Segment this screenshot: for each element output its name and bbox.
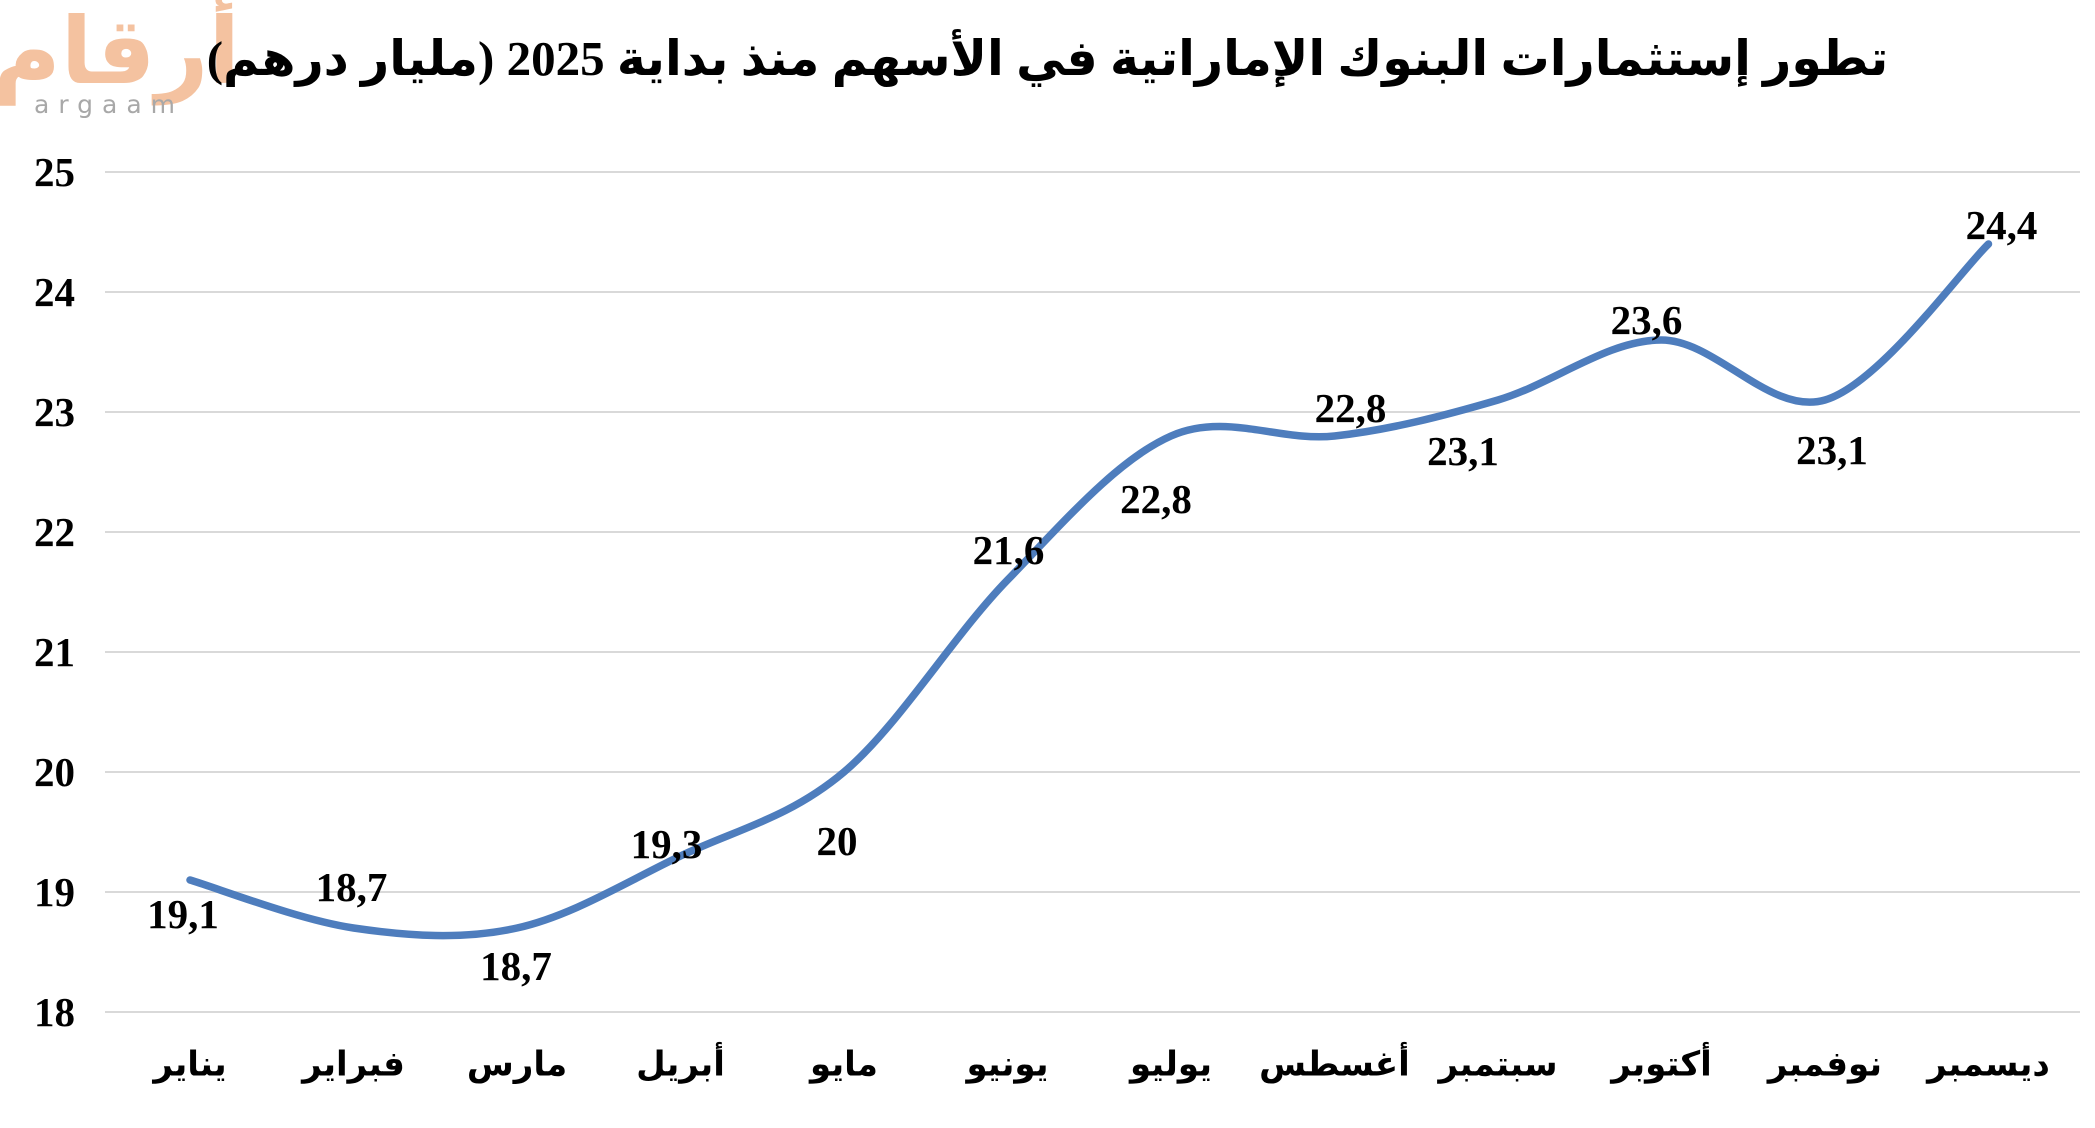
- x-axis-labels: يناير فبراير مارس أبريل مايو يونيو يوليو أغسطس س…: [151, 1042, 2049, 1085]
- gridlines: [105, 171, 2080, 1013]
- x-axis-month-label: سبتمبر: [1436, 1047, 1557, 1085]
- data-point-label: 23,1: [1427, 428, 1499, 474]
- data-point-label: 18,7: [480, 943, 552, 989]
- x-axis-month-label: نوفمبر: [1766, 1047, 1882, 1085]
- y-axis-tick-label: 24: [34, 269, 75, 315]
- data-point-label: 22,8: [1315, 385, 1387, 431]
- data-point-label: 21,6: [973, 527, 1045, 573]
- y-axis-tick-label: 20: [34, 749, 75, 795]
- data-point-label: 19,1: [147, 891, 219, 937]
- data-point-label: 24,4: [1966, 202, 2038, 248]
- data-labels: 19,1 18,7 18,7 19,3 20 21,6 22,8 22,8 23,1 23,6 23…: [147, 202, 2037, 989]
- argaam-logo: أرقام argaam: [0, 0, 242, 134]
- data-point-label: 22,8: [1120, 476, 1192, 522]
- y-axis-tick-label: 19: [34, 869, 75, 915]
- argaam-logo-latin-text: argaam: [34, 90, 185, 119]
- x-axis-month-label: ديسمبر: [1925, 1047, 2050, 1085]
- x-axis-month-label: أبريل: [636, 1042, 725, 1085]
- y-axis-tick-label: 22: [34, 509, 75, 555]
- x-axis-month-label: أغسطس: [1259, 1042, 1410, 1084]
- y-axis-tick-label: 18: [34, 989, 75, 1035]
- data-point-label: 18,7: [316, 864, 388, 910]
- chart-title: تطور إستثمارات البنوك الإماراتية في الأس…: [206, 31, 1889, 86]
- y-axis-tick-label: 21: [34, 629, 75, 675]
- argaam-logo-arabic-wordmark: أرقام: [0, 0, 242, 105]
- data-point-label: 23,1: [1796, 427, 1868, 473]
- x-axis-month-label: فبراير: [300, 1047, 405, 1085]
- x-axis-month-label: يونيو: [964, 1047, 1048, 1085]
- x-axis-month-label: يناير: [151, 1047, 226, 1085]
- y-axis-labels: 25 24 23 22 21 20 19 18: [34, 149, 75, 1035]
- data-point-label: 19,3: [631, 821, 703, 867]
- y-axis-tick-label: 25: [34, 149, 75, 195]
- x-axis-month-label: يوليو: [1128, 1047, 1212, 1085]
- y-axis-tick-label: 23: [34, 389, 75, 435]
- data-point-label: 23,6: [1611, 297, 1683, 343]
- data-point-label: 20: [817, 818, 858, 864]
- x-axis-month-label: مارس: [467, 1047, 567, 1084]
- x-axis-month-label: مايو: [808, 1047, 878, 1085]
- series-line: [186, 240, 1993, 940]
- x-axis-month-label: أكتوبر: [1609, 1042, 1712, 1085]
